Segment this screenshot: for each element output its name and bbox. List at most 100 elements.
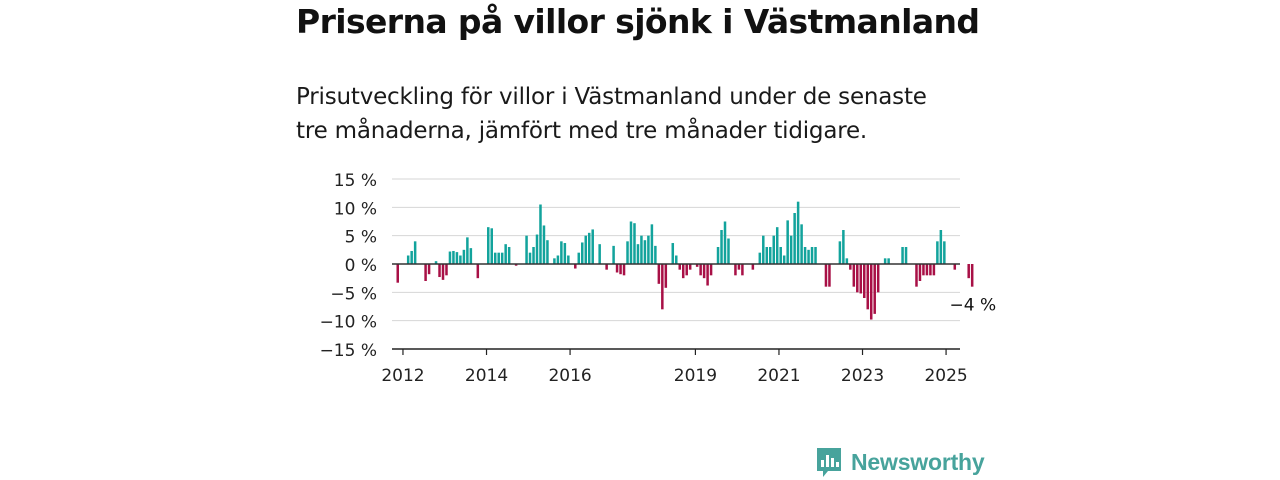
bar [542, 225, 546, 264]
bar [873, 264, 876, 314]
bar [507, 247, 511, 264]
bar [939, 230, 943, 264]
bar [782, 255, 786, 264]
bar [758, 252, 762, 264]
bar [796, 201, 800, 264]
bar [567, 255, 570, 264]
bar [462, 249, 466, 264]
bar [445, 264, 448, 276]
bar [793, 213, 796, 264]
y-tick-label: −5 % [330, 284, 377, 304]
bar [922, 264, 925, 276]
bar [424, 264, 427, 281]
bar [762, 235, 765, 264]
bar [448, 251, 452, 264]
bar [824, 264, 828, 287]
bar [476, 264, 480, 279]
bar [685, 264, 688, 276]
bar [413, 241, 417, 264]
y-tick-label: −15 % [320, 341, 377, 361]
y-tick-label: 0 % [345, 256, 377, 276]
bar [709, 264, 713, 276]
bar [441, 264, 445, 280]
bar [932, 264, 936, 276]
bar [765, 247, 769, 264]
bar [904, 247, 908, 264]
y-axis-ticks: 15 % 10 % 5 % 0 % −5 % −10 % −15 % [320, 171, 377, 361]
bar [598, 244, 601, 264]
bars [396, 201, 974, 320]
y-tick-label: 10 % [334, 199, 377, 219]
bar [671, 243, 675, 264]
bar [967, 264, 970, 279]
chart-subtitle-line-1: Prisutveckling för villor i Västmanland … [296, 84, 927, 110]
bar [852, 264, 856, 287]
bar [838, 241, 842, 264]
y-tick-label: 15 % [334, 171, 377, 191]
bar [675, 255, 678, 264]
bar [723, 221, 727, 264]
bar [615, 264, 619, 273]
bar [636, 244, 640, 264]
bar [772, 235, 775, 264]
x-tick-label: 2025 [924, 366, 967, 386]
bar [925, 264, 929, 276]
bar [789, 235, 793, 264]
x-tick-label: 2019 [674, 366, 717, 386]
bar [863, 264, 866, 298]
bar [929, 264, 932, 276]
bar [487, 227, 490, 264]
bar [727, 238, 730, 264]
bar [654, 245, 657, 264]
bar [869, 264, 873, 320]
bar [493, 252, 497, 264]
bar [556, 255, 560, 264]
bar [706, 264, 709, 286]
bar [577, 252, 581, 264]
bar [856, 264, 859, 293]
bar [650, 224, 654, 264]
bar [814, 247, 817, 264]
bar [702, 264, 706, 279]
bar [779, 247, 782, 264]
x-tick-label: 2021 [757, 366, 800, 386]
bar [699, 264, 702, 276]
bar [605, 264, 608, 270]
bar [587, 232, 591, 264]
bar [574, 264, 577, 269]
bar [828, 264, 831, 287]
bar [643, 240, 647, 264]
bar [528, 252, 532, 264]
bar [688, 264, 692, 270]
bar [647, 235, 650, 264]
bar [859, 264, 863, 294]
x-tick-label: 2016 [548, 366, 591, 386]
bar [810, 247, 814, 264]
bar [629, 221, 633, 264]
bar [427, 264, 431, 275]
bar [640, 235, 643, 264]
bar [396, 264, 399, 283]
bar [581, 242, 584, 264]
bar [936, 241, 939, 264]
bar [497, 252, 500, 264]
newsworthy-brand[interactable]: Newsworthy [815, 446, 985, 478]
bar [678, 264, 681, 270]
bar [591, 229, 594, 264]
bar [720, 230, 723, 264]
bar [943, 241, 946, 264]
last-value-annotation: −4 % [950, 296, 997, 316]
bar [664, 264, 668, 288]
x-axis-ticks: 2012 2014 2016 2019 2021 2023 2025 [381, 349, 968, 386]
bar [584, 235, 587, 264]
bar [845, 258, 849, 264]
chart-title: Priserna på villor sjönk i Västmanland [296, 2, 980, 41]
bar [800, 224, 803, 264]
brand-name: Newsworthy [851, 448, 985, 475]
bar [539, 204, 542, 264]
bar [803, 247, 807, 264]
x-tick-label: 2012 [381, 366, 424, 386]
chart-subtitle-line-2: tre månaderna, jämfört med tre månader t… [296, 118, 868, 144]
bar [553, 258, 556, 264]
